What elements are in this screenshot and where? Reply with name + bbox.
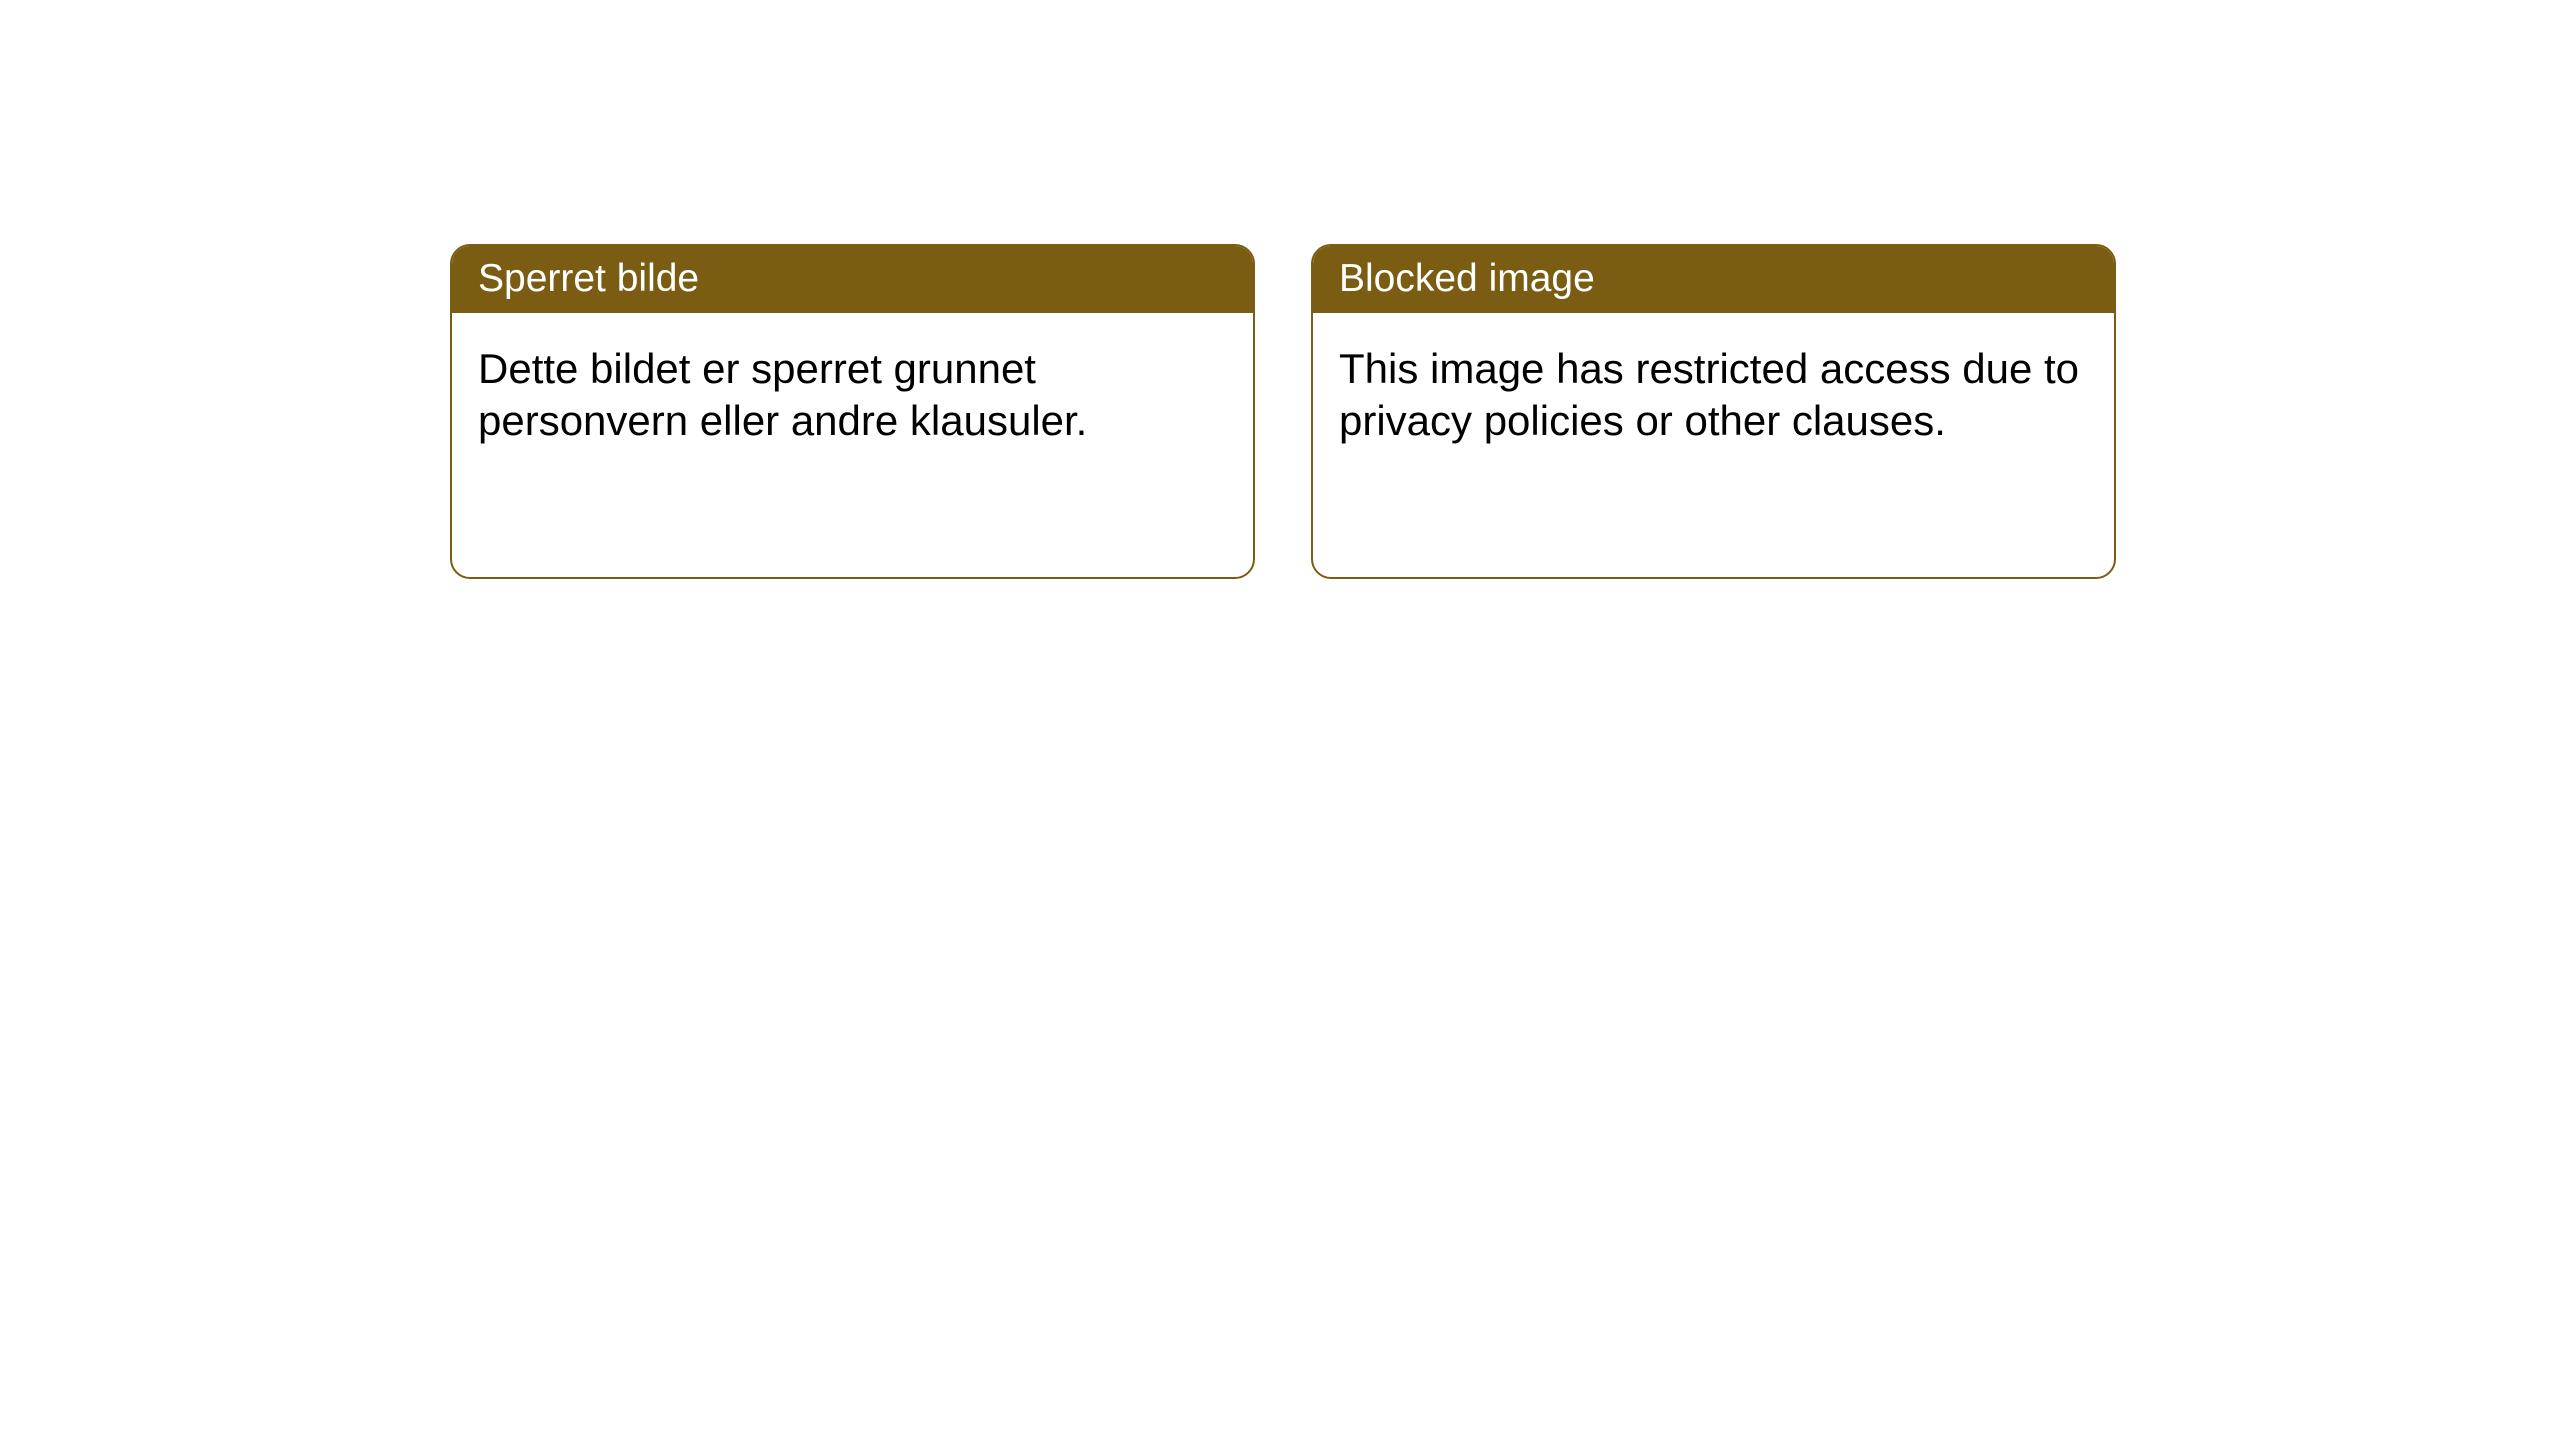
notice-header-english: Blocked image <box>1313 246 2114 313</box>
notice-body-english: This image has restricted access due to … <box>1313 313 2114 477</box>
notice-card-english: Blocked image This image has restricted … <box>1311 244 2116 579</box>
notice-container: Sperret bilde Dette bildet er sperret gr… <box>0 0 2560 579</box>
notice-card-norwegian: Sperret bilde Dette bildet er sperret gr… <box>450 244 1255 579</box>
notice-body-norwegian: Dette bildet er sperret grunnet personve… <box>452 313 1253 477</box>
notice-header-norwegian: Sperret bilde <box>452 246 1253 313</box>
